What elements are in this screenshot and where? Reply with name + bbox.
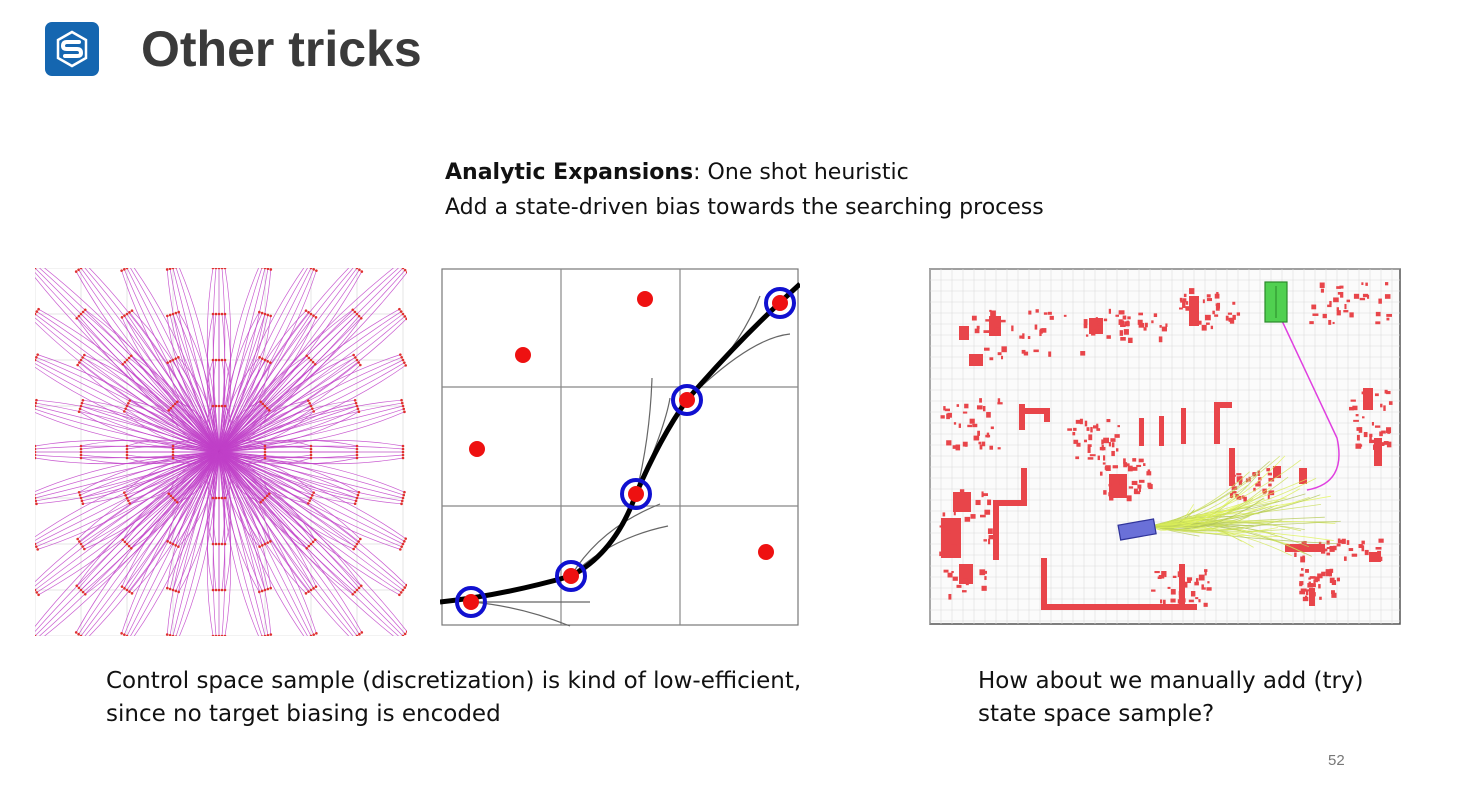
caption-right: How about we manually add (try) state sp… — [978, 665, 1364, 731]
planned-path — [1275, 307, 1340, 491]
goal-vehicle — [1264, 281, 1288, 323]
shenlan-logo-icon — [56, 30, 88, 68]
intro-line-1: Analytic Expansions: One shot heuristic — [445, 155, 1044, 190]
caption-left-line-1: Control space sample (discretization) is… — [106, 668, 802, 694]
map-grid — [929, 268, 1400, 624]
grid-border — [441, 268, 799, 626]
start-vehicle — [1117, 518, 1157, 541]
sample-nodes — [469, 291, 774, 560]
intro-line-2: Add a state-driven bias towards the sear… — [445, 195, 1044, 220]
search-expansion — [1150, 455, 1341, 557]
expanded-nodes — [455, 287, 796, 618]
caption-left-line-2: since no target biasing is encoded — [106, 701, 501, 727]
lattice-primitives — [35, 268, 407, 636]
logo — [45, 22, 99, 76]
caption-right-line-2: state space sample? — [978, 701, 1215, 727]
page-title: Other tricks — [141, 21, 422, 77]
intro-bold: Analytic Expansions — [445, 160, 694, 185]
occupancy-map-figure — [929, 268, 1401, 625]
intro-text: Analytic Expansions: One shot heuristic … — [445, 155, 1044, 225]
intro-rest: : One shot heuristic — [693, 160, 909, 185]
map-obstacle-specks — [939, 282, 1393, 607]
control-lattice-figure — [35, 268, 407, 636]
analytic-expansion-figure — [440, 268, 800, 627]
page-number: 52 — [1328, 752, 1345, 769]
lattice-nodes — [35, 268, 407, 636]
caption-left: Control space sample (discretization) is… — [106, 665, 801, 731]
caption-right-line-1: How about we manually add (try) — [978, 668, 1364, 694]
